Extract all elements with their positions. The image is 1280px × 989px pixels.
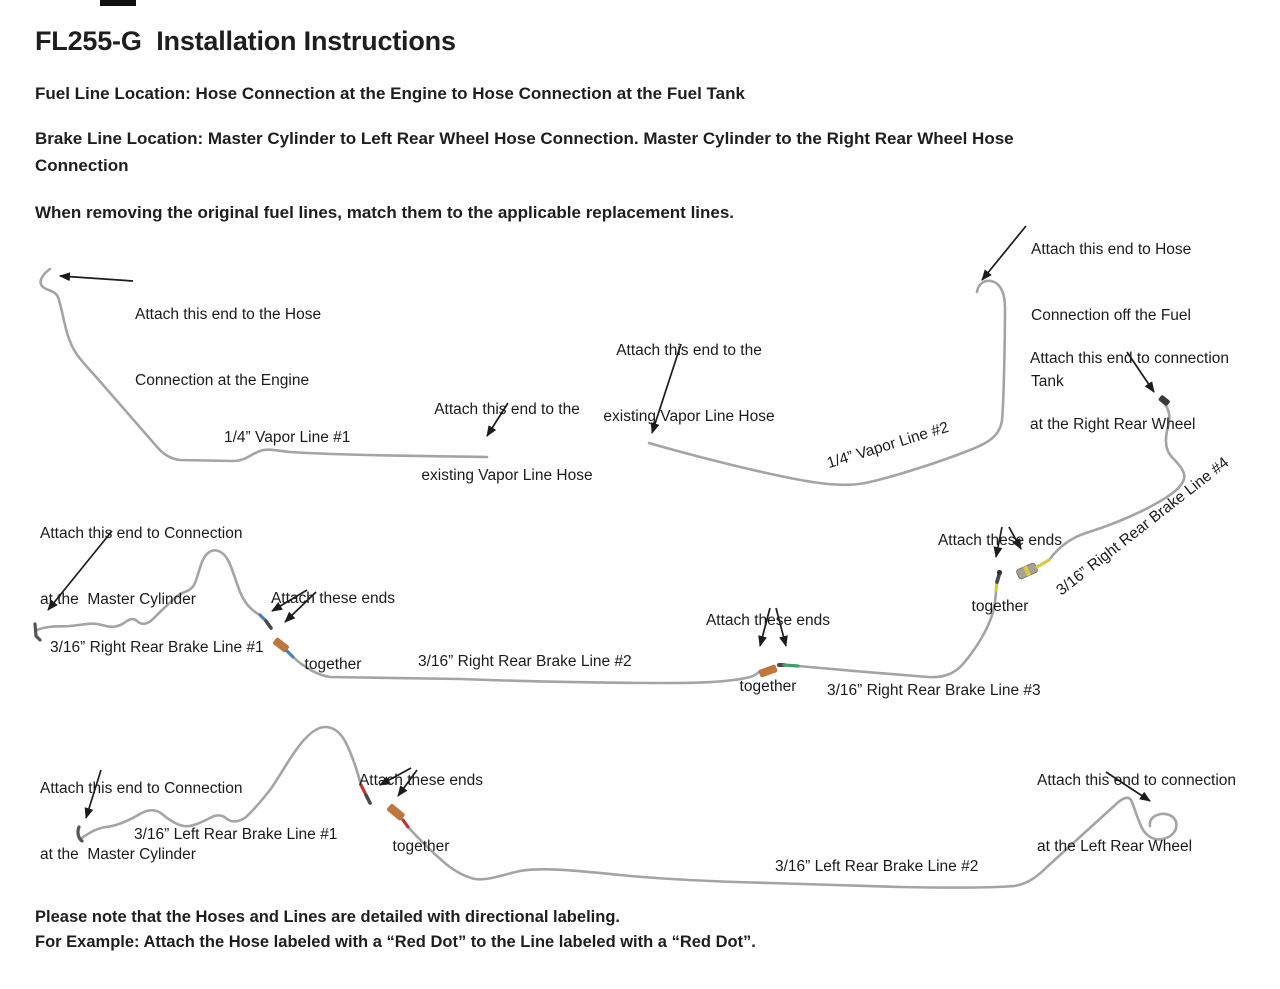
arrow-left-rear-wheel xyxy=(1105,771,1151,802)
connector-dot-line3-end xyxy=(996,569,1003,576)
arrow-master-cylinder-left xyxy=(84,769,102,819)
dark-tip-line1-end-left xyxy=(364,793,372,805)
wheel-connector-line4-end xyxy=(1158,395,1170,406)
annotation-ends-r34: Attach these ends together xyxy=(937,532,1063,615)
brake-line-location-line2: Connection xyxy=(35,156,129,175)
arrow-ends-r23-a xyxy=(758,607,771,647)
footer-note-2: For Example: Attach the Hose labeled wit… xyxy=(35,933,756,951)
junction-r2-r3 xyxy=(758,663,800,678)
label-vapor-line-1: 1/4” Vapor Line #1 xyxy=(224,429,351,446)
annotation-ends-r12: Attach these ends together xyxy=(270,590,396,673)
arrow-master-cylinder-right xyxy=(47,530,113,611)
match-note-text: When removing the original fuel lines, m… xyxy=(35,203,735,222)
arrow-vapor-hose-mid xyxy=(650,343,682,434)
annotation-master-cylinder-left: Attach this end to Connection at the Mas… xyxy=(40,780,243,863)
annotation-left-rear-wheel: Attach this end to connection at the Lef… xyxy=(1037,772,1237,855)
junction-r1-r2 xyxy=(258,613,295,659)
label-right-rear-brake-line-3: 3/16” Right Rear Brake Line #3 xyxy=(827,682,1041,699)
footer-notes: Please note that the Hoses and Lines are… xyxy=(35,905,756,955)
vapor-line-2 xyxy=(647,279,1007,487)
red-band-line1-end xyxy=(359,783,368,797)
arrow-ends-r12-a xyxy=(271,589,308,612)
right-rear-brake-line-1 xyxy=(35,549,262,632)
arrow-fuel-tank xyxy=(981,225,1027,281)
arrow-ends-r34-a xyxy=(993,526,1003,558)
annotation-fuel-tank: Attach this end to Hose Connection off t… xyxy=(1031,241,1192,390)
junction-r3-r4 xyxy=(994,558,1051,592)
left-rear-brake-line-2 xyxy=(406,796,1178,889)
arrow-ends-r34-b xyxy=(1008,526,1022,550)
brake-line-location-line1: Brake Line Location: Master Cylinder to … xyxy=(35,129,1014,148)
left-rear-brake-line-1 xyxy=(80,725,363,840)
annotation-vapor-hose-mid: Attach this end to the existing Vapor Li… xyxy=(603,342,775,425)
yellow-stripe-fitting xyxy=(1023,565,1031,577)
brake-line-location-text: Brake Line Location: Master Cylinder to … xyxy=(35,125,1014,179)
red-band-line2-start xyxy=(401,818,410,829)
arrow-engine xyxy=(59,272,134,282)
right-rear-brake-line-2 xyxy=(291,655,762,685)
annotation-master-cylinder-right: Attach this end to Connection at the Mas… xyxy=(40,525,243,608)
annotation-vapor-hose-left: Attach this end to the existing Vapor Li… xyxy=(421,401,593,484)
footer-note-1: Please note that the Hoses and Lines are… xyxy=(35,908,620,926)
arrow-ends-l12-b xyxy=(397,769,418,797)
dark-tip-line1-end xyxy=(264,619,273,630)
vapor-line-1 xyxy=(39,267,489,463)
annotation-ends-r23: Attach these ends together xyxy=(705,612,831,695)
scan-artifact-mark xyxy=(100,0,136,6)
arrow-vapor-hose-left xyxy=(486,402,509,437)
arrow-ends-l12-a xyxy=(379,767,412,786)
label-right-rear-brake-line-1: 3/16” Right Rear Brake Line #1 xyxy=(50,639,264,656)
annotation-ends-l12: Attach these ends together xyxy=(358,772,484,855)
dark-tip-line3-end xyxy=(995,573,1001,584)
right-rear-brake-line-3 xyxy=(796,588,998,679)
orange-fitting-line2-end xyxy=(758,664,778,678)
label-left-rear-brake-line-2: 3/16” Left Rear Brake Line #2 xyxy=(775,858,979,875)
right-rear-brake-line-4 xyxy=(1047,401,1186,562)
master-cylinder-fitting-right-line xyxy=(33,622,42,642)
yellow-band-line4-start xyxy=(1035,558,1051,569)
green-band-line3-start xyxy=(782,663,800,668)
orange-fitting-left-line2-start xyxy=(387,803,405,821)
label-left-rear-brake-line-1: 3/16” Left Rear Brake Line #1 xyxy=(134,826,338,843)
annotation-engine: Attach this end to the Hose Connection a… xyxy=(135,306,322,389)
page-title: FL255-G Installation Instructions xyxy=(35,26,456,56)
junction-l1-l2 xyxy=(359,783,410,829)
arrow-ends-r23-b xyxy=(775,607,788,647)
blue-band-line2-start xyxy=(285,649,295,659)
fuel-line-location-text: Fuel Line Location: Hose Connection at t… xyxy=(35,84,745,103)
master-cylinder-fitting-left-line xyxy=(76,825,84,843)
annotation-right-rear-wheel: Attach this end to connection at the Rig… xyxy=(1030,350,1230,433)
arrow-ends-r12-b xyxy=(284,591,317,623)
orange-fitting-line2-start xyxy=(273,637,289,653)
label-right-rear-brake-line-2: 3/16” Right Rear Brake Line #2 xyxy=(418,653,632,670)
arrow-right-rear-wheel xyxy=(1126,351,1155,393)
